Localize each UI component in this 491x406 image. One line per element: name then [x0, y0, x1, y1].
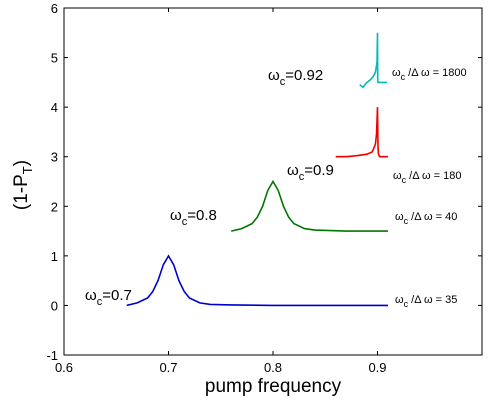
- series-line-3: [359, 32, 387, 89]
- x-tick-label: 0.8: [264, 360, 282, 375]
- y-tick-label: -1: [46, 348, 58, 363]
- x-tick-label: 0.6: [55, 360, 73, 375]
- series-line-2: [335, 107, 388, 158]
- ratio-label-0: ωc /Δ ω = 35: [395, 294, 457, 309]
- y-axis-label-end: ): [11, 160, 32, 166]
- y-axis-label-main: (1-P: [11, 174, 32, 210]
- y-axis-ticks: -1 0 1 2 3 4 5 6: [46, 1, 482, 363]
- y-axis-label: (1-PT): [11, 160, 35, 210]
- x-axis-label: pump frequency: [205, 376, 342, 397]
- y-tick-label: 2: [51, 199, 58, 214]
- annotation-layer: ωc=0.7 ωc /Δ ω = 35 ωc=0.8 ωc /Δ ω = 40 ωc=0…: [85, 67, 467, 309]
- omega-c-label-2: ωc=0.9: [287, 162, 334, 183]
- ratio-label-3: ωc /Δ ω = 1800: [392, 67, 467, 82]
- ratio-label-1: ωc /Δ ω = 40: [395, 211, 457, 226]
- omega-c-label-1: ωc=0.8: [170, 207, 217, 228]
- y-tick-label: 5: [51, 51, 58, 66]
- ratio-label-2: ωc /Δ ω = 180: [393, 170, 461, 185]
- series-layer: [126, 32, 388, 307]
- x-tick-label: 0.9: [368, 360, 386, 375]
- x-axis-ticks: 0.6 0.7 0.8 0.9: [55, 8, 387, 375]
- omega-c-label-3: ωc=0.92: [268, 67, 323, 88]
- y-tick-label: 4: [51, 100, 58, 115]
- series-line-0: [126, 254, 388, 307]
- omega-c-label-0: ωc=0.7: [85, 287, 132, 308]
- x-tick-label: 0.7: [159, 360, 177, 375]
- y-tick-label: 3: [51, 150, 58, 165]
- y-axis-label-sub: T: [20, 166, 35, 174]
- y-tick-label: 6: [51, 1, 58, 16]
- y-tick-label: 1: [51, 249, 58, 264]
- series-line-1: [231, 179, 388, 232]
- y-tick-label: 0: [51, 298, 58, 313]
